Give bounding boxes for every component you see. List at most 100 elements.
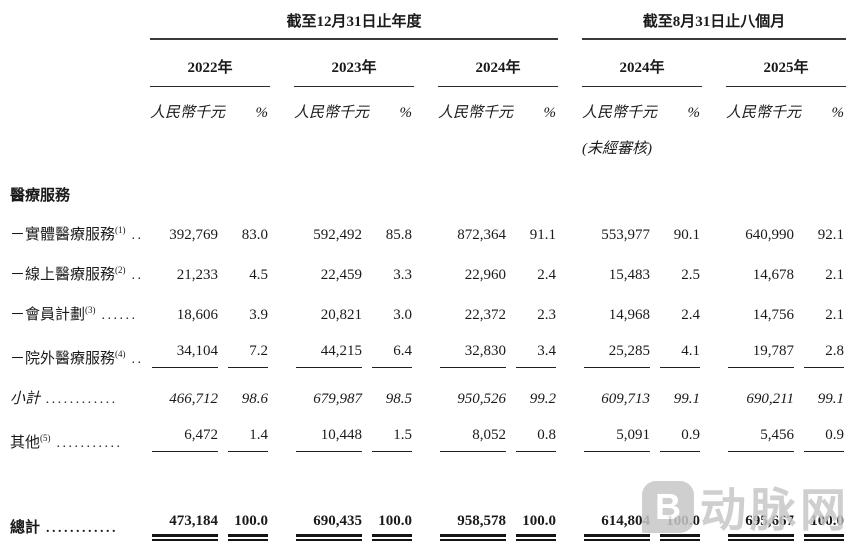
leader-dots: ............ [40,392,119,407]
column-gap [558,459,582,544]
unit-label: 人民幣千元 [582,105,658,121]
leader-dots: .. [125,352,144,367]
amount-cell: 22,459 [320,267,362,283]
table-row-item-2: －會員計劃(3) ...... 18,606 3.9 20,821 3.0 22,372 2… [10,291,846,331]
column-gap [414,291,438,331]
year-header-2022: 2022年 [150,39,270,87]
percent-cell: 100.0 [506,459,558,544]
percent-cell: 2.5 [681,267,701,283]
group-header-eight-months: 截至8月31日止八個月 [582,6,847,40]
amount-cell: 950,526 [457,391,506,407]
percent-cell: 2.8 [794,331,846,375]
column-gap [702,251,726,291]
amount-cell: 958,578 [438,459,506,544]
section-label: 醫療服務 [10,188,71,204]
percent-cell: 99.1 [817,391,845,407]
amount-cell: 690,211 [746,391,795,407]
footnote-ref: (5) [40,433,51,443]
leader-dots: .. [125,228,144,243]
percent-cell: 90.1 [673,227,701,243]
percent-cell: 4.5 [249,267,268,283]
table-row-item-1: －線上醫療服務(2) .. 21,233 4.5 22,459 3.3 22,960 2.4… [10,251,846,291]
footnote-ref: (2) [115,265,126,275]
column-gap [558,331,582,375]
amount-cell: 21,233 [176,267,218,283]
year-header-2024-interim: 2024年 [582,39,703,87]
amount-cell: 473,184 [150,459,218,544]
pct-label: % [687,105,701,121]
footnote-ref: (1) [115,225,126,235]
amount-cell: 466,712 [169,391,218,407]
percent-cell: 2.1 [825,307,845,323]
unaudited-note-row: (未經審核) [10,127,846,162]
amount-cell: 18,606 [176,307,218,323]
percent-cell: 1.5 [362,415,414,459]
amount-cell: 609,713 [601,391,651,407]
percent-cell: 98.6 [241,391,268,407]
amount-cell: 640,990 [745,227,795,243]
amount-cell: 14,968 [608,307,651,323]
percent-cell: 83.0 [241,227,268,243]
group-header-row: 截至12月31日止年度 截至8月31日止八個月 [10,6,847,40]
percent-cell: 99.1 [673,391,701,407]
leader-dots: .. [125,268,144,283]
amount-cell: 14,678 [752,267,795,283]
column-gap [270,291,294,331]
percent-cell: 3.9 [249,307,268,323]
amount-cell: 22,960 [464,267,506,283]
pct-label: % [399,105,413,121]
table-row-item-5: 其他(5) ........... 6,472 1.4 10,448 1.5 8,052 0… [10,415,846,459]
percent-cell: 2.4 [681,307,701,323]
column-gap [558,375,582,415]
amount-cell: 22,372 [464,307,506,323]
percent-cell: 4.1 [650,331,702,375]
pct-label: % [255,105,269,121]
percent-cell: 100.0 [794,459,846,544]
amount-cell: 6,472 [150,415,218,459]
unit-label: 人民幣千元 [726,105,802,121]
amount-cell: 679,987 [313,391,362,407]
footnote-ref: (3) [85,305,96,315]
unit-header-row: 人民幣千元 % 人民幣千元 % 人民幣千元 % 人民幣千元 % 人民幣千元 % [10,87,846,128]
label-column-header [10,6,150,39]
column-gap [702,415,726,459]
percent-cell: 0.9 [650,415,702,459]
amount-cell: 14,756 [752,307,795,323]
column-gap [270,211,294,251]
percent-cell: 92.1 [817,227,845,243]
year-header-2025-interim: 2025年 [726,39,847,87]
unit-label: 人民幣千元 [294,105,370,121]
amount-cell: 872,364 [457,227,506,243]
year-header-row: 2022年 2023年 2024年 2024年 2025年 [10,39,847,87]
column-gap [702,291,726,331]
column-gap [702,331,726,375]
year-header-2024: 2024年 [438,39,559,87]
amount-cell: 20,821 [320,307,362,323]
revenue-breakdown-table: 截至12月31日止年度 截至8月31日止八個月 2022年 2023年 2024… [10,6,847,544]
amount-cell: 44,215 [294,331,362,375]
amount-cell: 592,492 [313,227,362,243]
table-row-subtotal: 小計 ............ 466,712 98.6 679,987 98.5 950… [10,375,846,415]
section-header-row: 醫療服務 [10,162,846,211]
table-row-item-0: －實體醫療服務(1) .. 392,769 83.0 592,492 85.8 872,3… [10,211,846,251]
amount-cell: 15,483 [608,267,651,283]
column-gap [270,251,294,291]
unit-label: 人民幣千元 [438,105,514,121]
year-header-2023: 2023年 [294,39,414,87]
amount-cell: 10,448 [294,415,362,459]
column-gap [414,375,438,415]
column-gap [558,415,582,459]
amount-cell: 5,091 [582,415,651,459]
percent-cell: 100.0 [650,459,702,544]
row-label: 其他(5) ........... [10,433,123,452]
footnote-ref: (4) [115,349,126,359]
percent-cell: 2.3 [537,307,557,323]
amount-cell: 690,435 [294,459,362,544]
column-gap [558,251,582,291]
amount-cell: 32,830 [438,331,506,375]
pct-label: % [831,105,845,121]
percent-cell: 7.2 [218,331,270,375]
percent-cell: 2.4 [537,267,557,283]
amount-cell: 34,104 [150,331,218,375]
